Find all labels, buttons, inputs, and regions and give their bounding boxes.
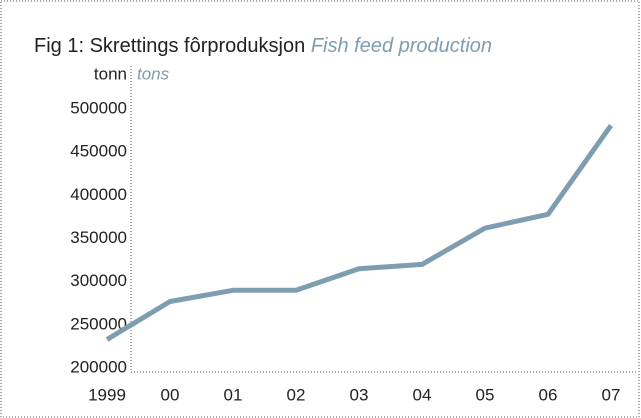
- title-en: Fish feed production: [311, 35, 492, 57]
- x-tick-label: 07: [602, 385, 621, 404]
- x-tick-label: 01: [224, 385, 243, 404]
- x-tick-label: 00: [161, 385, 180, 404]
- data-line: [105, 123, 614, 342]
- x-tick-label: 02: [287, 385, 306, 404]
- x-tick-label: 05: [476, 385, 495, 404]
- y-tick-label: 500000: [70, 98, 127, 117]
- x-tick-label: 1999: [88, 385, 126, 404]
- x-tick-label: 04: [413, 385, 432, 404]
- y-tick-label: 350000: [70, 228, 127, 247]
- y-tick-label: 450000: [70, 142, 127, 161]
- y-label: tonn: [94, 64, 127, 83]
- y-tick-label: 300000: [70, 271, 127, 290]
- y-label-en: tons: [137, 64, 170, 83]
- chart-title: Fig 1: Skrettings fôrproduksjon Fish fee…: [34, 35, 492, 57]
- title: Fig 1: Skrettings fôrproduksjon: [34, 35, 305, 57]
- y-tick-label: 200000: [70, 357, 127, 376]
- y-tick-label: 250000: [70, 314, 127, 333]
- x-tick-label: 03: [350, 385, 369, 404]
- y-tick-label: 400000: [70, 185, 127, 204]
- x-tick-label: 06: [539, 385, 558, 404]
